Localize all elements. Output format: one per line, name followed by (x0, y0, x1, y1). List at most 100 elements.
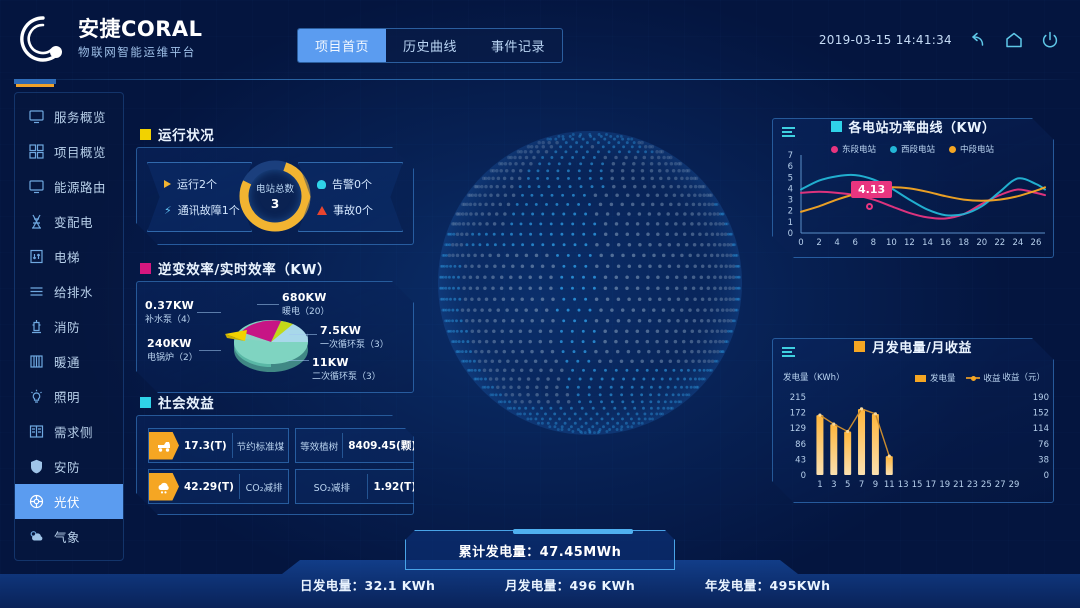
social-panel-title: 社会效益 (136, 392, 414, 412)
status-panel: 运行状况 运行2个 ⚡ 通讯故障1个 电站总数 3 (136, 124, 414, 245)
status-panel-title-text: 运行状况 (158, 128, 215, 144)
svg-text:152: 152 (1033, 409, 1049, 419)
monitor-icon (28, 178, 45, 195)
sidebar-item-photovoltaic[interactable]: 光伏 (15, 484, 123, 519)
social-label-co2: CO₂减排 (245, 482, 283, 494)
svg-text:7: 7 (788, 151, 793, 161)
line-chart-title-text: 各电站功率曲线（KW） (848, 121, 996, 136)
pie-leader-line (197, 312, 221, 313)
sidebar-item-lighting[interactable]: 照明 (15, 379, 123, 414)
line-marker-icon (831, 121, 842, 132)
sidebar-item-service-overview[interactable]: 服务概览 (15, 99, 123, 134)
svg-text:26: 26 (1031, 238, 1042, 248)
sidebar-item-label: 能源路由 (54, 180, 107, 195)
svg-text:190: 190 (1033, 393, 1049, 403)
sidebar-item-project-overview[interactable]: 项目概览 (15, 134, 123, 169)
app-header: 安捷CORAL 物联网智能运维平台 项目首页 历史曲线 事件记录 2019-03… (0, 0, 1080, 80)
brand-logo-icon (18, 14, 68, 64)
sidebar-item-label: 项目概览 (54, 145, 107, 160)
status-alarm: 告警0个 (317, 176, 402, 192)
svg-text:0: 0 (788, 229, 793, 239)
legend-east-station[interactable]: 东段电站 (831, 143, 876, 155)
pie-value-boiler: 240KW (147, 337, 192, 350)
svg-text:11: 11 (884, 480, 895, 490)
header-divider (0, 79, 1080, 80)
tab-history-curve[interactable]: 历史曲线 (403, 40, 458, 55)
status-accident-label: 事故0个 (333, 204, 373, 217)
svg-text:0: 0 (798, 238, 803, 248)
svg-text:215: 215 (790, 393, 806, 403)
svg-text:43: 43 (795, 455, 806, 465)
pie-label-boiler: 240KW 电锅炉（2） (147, 337, 198, 364)
svg-text:114: 114 (1033, 424, 1049, 434)
line-chart-legend: 东段电站 西段电站 中段电站 (831, 143, 994, 155)
bar-chart-title-text: 月发电量/月收益 (872, 341, 972, 356)
svg-text:29: 29 (1009, 480, 1020, 490)
svg-text:4: 4 (834, 238, 839, 248)
legend-dot (949, 146, 956, 153)
legend-line (966, 377, 980, 379)
svg-text:20: 20 (976, 238, 987, 248)
sidebar-item-substation[interactable]: 变配电 (15, 204, 123, 239)
svg-text:8: 8 (871, 238, 876, 248)
sidebar-item-label: 安防 (54, 460, 81, 475)
tab-event-record[interactable]: 事件记录 (491, 40, 546, 55)
sidebar-item-label: 给排水 (54, 285, 94, 300)
svg-text:24: 24 (1012, 238, 1023, 248)
list-toggle-icon[interactable] (782, 127, 795, 138)
sidebar-item-weather[interactable]: 气象 (15, 519, 123, 554)
pie-name-boiler: 电锅炉（2） (147, 352, 198, 363)
svg-text:22: 22 (994, 238, 1005, 248)
pie-label-makeup-pump: 0.37KW 补水泵（4） (145, 299, 196, 326)
svg-text:5: 5 (788, 173, 793, 183)
sidebar-item-elevator[interactable]: 电梯 (15, 239, 123, 274)
social-panel-body: 17.3(T) 节约标准煤 等效植树 8409.45(颗) 42.29(T) C… (136, 415, 414, 515)
undo-icon[interactable] (968, 30, 988, 50)
home-icon[interactable] (1004, 30, 1024, 50)
donut-center: 电站总数 3 (248, 169, 302, 223)
monthly-generation-panel: 月发电量/月收益 发电量（KWh） 收益（元） 发电量 收益 0 43 86 129 1… (772, 338, 1054, 503)
list-toggle-icon[interactable] (782, 347, 795, 358)
sidebar-item-demand-side[interactable]: 需求侧 (15, 414, 123, 449)
status-marker-icon (140, 128, 151, 140)
social-cell-coal: 17.3(T) 节约标准煤 (148, 428, 289, 463)
pie-value-secondary-pump: 11KW (312, 356, 349, 369)
legend-revenue[interactable]: 收益 (966, 372, 1001, 384)
legend-label: 中段电站 (960, 145, 995, 155)
bar-chart-title: 月发电量/月收益 (773, 337, 1053, 356)
main-tabs[interactable]: 项目首页 历史曲线 事件记录 (297, 28, 564, 63)
warning-icon (317, 206, 327, 215)
bar-panel-body: 月发电量/月收益 发电量（KWh） 收益（元） 发电量 收益 0 43 86 129 1… (772, 338, 1054, 503)
legend-central-station[interactable]: 中段电站 (949, 143, 994, 155)
inverter-efficiency-panel: 逆变效率/实时效率（KW） 0.37KW 补水泵（4） 240KW 电锅炉（2） (136, 258, 414, 393)
sidebar-item-fire-control[interactable]: 消防 (15, 309, 123, 344)
sidebar-item-label: 气象 (54, 530, 81, 545)
svg-text:2: 2 (816, 238, 821, 248)
pie-leader-line (289, 334, 317, 335)
line-chart-tooltip-dot (866, 203, 873, 210)
tab-project-home[interactable]: 项目首页 (298, 29, 387, 62)
elevator-icon (28, 248, 45, 265)
social-benefit-panel: 社会效益 17.3(T) 节约标准煤 等效植树 8409.45(颗) (136, 392, 414, 515)
legend-generation[interactable]: 发电量 (915, 372, 956, 384)
legend-west-station[interactable]: 西段电站 (890, 143, 935, 155)
svg-text:3: 3 (831, 480, 836, 490)
status-running-label: 运行2个 (177, 178, 217, 191)
legend-label: 西段电站 (901, 145, 936, 155)
sidebar-item-water-supply[interactable]: 给排水 (15, 274, 123, 309)
sidebar-item-hvac[interactable]: 暖通 (15, 344, 123, 379)
sidebar-item-energy-routing[interactable]: 能源路由 (15, 169, 123, 204)
pie-leader-line (287, 360, 309, 361)
pie-value-heating: 680KW (282, 291, 327, 304)
sidebar-item-security[interactable]: 安防 (15, 449, 123, 484)
bar-y-left-title: 发电量（KWh） (783, 373, 845, 383)
sidebar-item-label: 变配电 (54, 215, 94, 230)
svg-text:0: 0 (1044, 471, 1049, 481)
pie-name-makeup-pump: 补水泵（4） (145, 314, 196, 325)
power-icon[interactable] (1040, 30, 1060, 50)
svg-text:1: 1 (817, 480, 822, 490)
footer-monthly-generation: 月发电量：496 KWh (505, 578, 636, 593)
bell-icon (317, 180, 326, 189)
